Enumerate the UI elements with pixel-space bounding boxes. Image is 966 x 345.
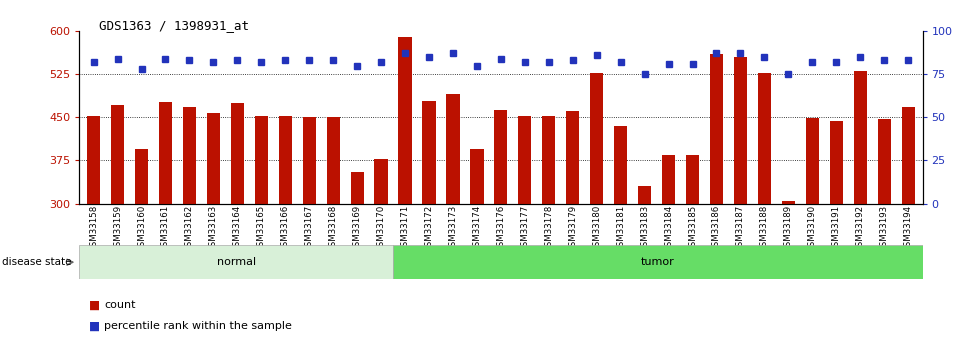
Bar xyxy=(495,110,507,204)
Bar xyxy=(446,94,460,204)
Bar xyxy=(757,73,771,204)
Bar xyxy=(393,245,923,279)
Bar xyxy=(830,121,843,204)
Bar xyxy=(375,159,387,204)
Text: GDS1363 / 1398931_at: GDS1363 / 1398931_at xyxy=(99,19,248,32)
Bar xyxy=(686,155,699,204)
Text: disease state: disease state xyxy=(2,257,71,267)
Bar xyxy=(710,54,724,204)
Bar xyxy=(231,104,244,204)
Bar xyxy=(111,105,125,204)
Bar xyxy=(638,186,651,204)
Bar xyxy=(422,101,436,204)
Text: tumor: tumor xyxy=(640,257,674,267)
Bar xyxy=(302,117,316,204)
Bar xyxy=(79,245,393,279)
Bar xyxy=(877,119,891,204)
Bar xyxy=(135,149,148,204)
Bar xyxy=(327,117,340,204)
Text: ■: ■ xyxy=(89,299,100,312)
Bar xyxy=(734,57,747,204)
Bar xyxy=(542,116,555,204)
Bar xyxy=(255,116,268,204)
Bar xyxy=(854,71,867,204)
Text: count: count xyxy=(104,300,136,310)
Bar xyxy=(158,102,172,204)
Bar xyxy=(614,126,627,204)
Bar xyxy=(901,107,915,204)
Bar xyxy=(398,37,412,204)
Bar xyxy=(566,111,580,204)
Bar xyxy=(207,113,220,204)
Bar xyxy=(781,201,795,204)
Bar xyxy=(470,149,484,204)
Bar xyxy=(351,172,364,204)
Bar xyxy=(278,116,292,204)
Bar xyxy=(183,107,196,204)
Bar xyxy=(662,155,675,204)
Text: ■: ■ xyxy=(89,319,100,333)
Bar xyxy=(806,118,819,204)
Bar xyxy=(87,116,100,204)
Text: normal: normal xyxy=(216,257,256,267)
Text: percentile rank within the sample: percentile rank within the sample xyxy=(104,321,292,331)
Bar xyxy=(590,73,604,204)
Bar xyxy=(518,116,531,204)
